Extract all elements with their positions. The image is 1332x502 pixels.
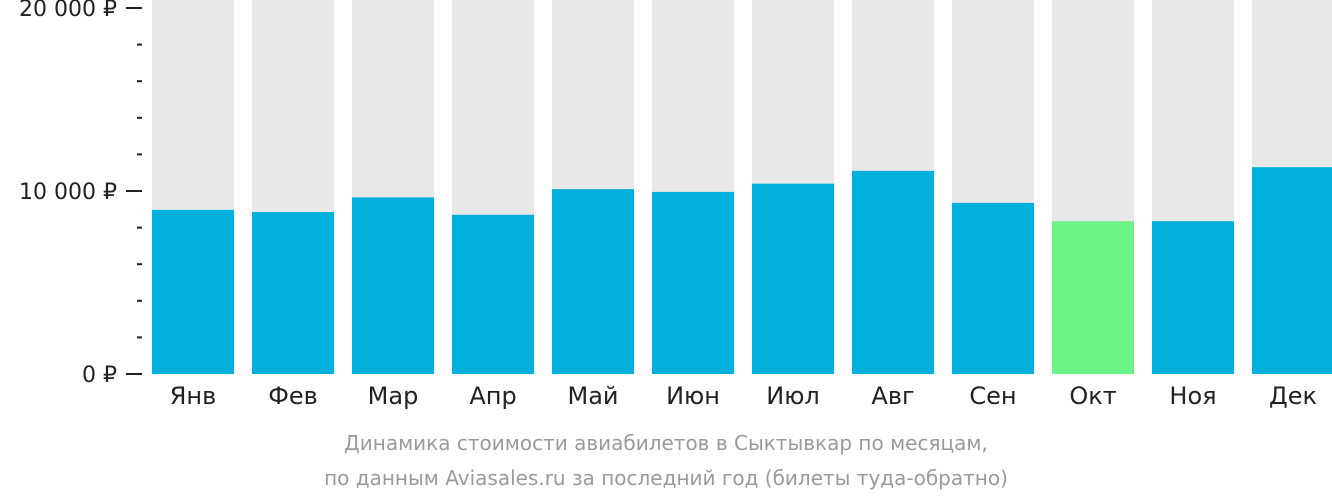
y-tick-label-0: 0 ₽ xyxy=(82,363,117,388)
bar-4[interactable] xyxy=(552,189,634,374)
x-tick-label-5: Июн xyxy=(666,382,720,410)
bar-11[interactable] xyxy=(1252,167,1332,374)
bar-3[interactable] xyxy=(452,214,534,374)
bar-2[interactable] xyxy=(352,197,434,374)
chart-caption-line-2: по данным Aviasales.ru за последний год … xyxy=(324,466,1008,490)
y-tick-label-1: 10 000 ₽ xyxy=(19,180,117,205)
x-tick-label-0: Янв xyxy=(170,382,217,410)
x-tick-label-4: Май xyxy=(567,382,618,410)
bar-7[interactable] xyxy=(852,170,934,374)
x-tick-label-9: Окт xyxy=(1069,382,1116,410)
chart-caption-line-1: Динамика стоимости авиабилетов в Сыктывк… xyxy=(344,431,988,455)
x-axis: Янв Фев Мар Апр Май Июн Июл Авг Сен Окт Ноя Дек xyxy=(170,382,1317,410)
bar-6[interactable] xyxy=(752,183,834,374)
x-tick-label-11: Дек xyxy=(1269,382,1317,410)
y-tick-label-2: 20 000 ₽ xyxy=(19,0,117,22)
bars xyxy=(152,167,1332,374)
bar-0[interactable] xyxy=(152,209,234,374)
y-axis: 0 ₽ 10 000 ₽ 20 000 ₽ xyxy=(19,0,142,388)
x-tick-label-2: Мар xyxy=(368,382,419,410)
bar-10[interactable] xyxy=(1152,221,1234,374)
bar-5[interactable] xyxy=(652,191,734,374)
bar-1[interactable] xyxy=(252,212,334,374)
bar-8[interactable] xyxy=(952,202,1034,374)
x-tick-label-3: Апр xyxy=(469,382,516,410)
x-tick-label-8: Сен xyxy=(969,382,1016,410)
x-tick-label-7: Авг xyxy=(871,382,914,410)
x-tick-label-6: Июл xyxy=(766,382,820,410)
x-tick-label-1: Фев xyxy=(268,382,318,410)
x-tick-label-10: Ноя xyxy=(1169,382,1216,410)
bar-9[interactable] xyxy=(1052,221,1134,374)
